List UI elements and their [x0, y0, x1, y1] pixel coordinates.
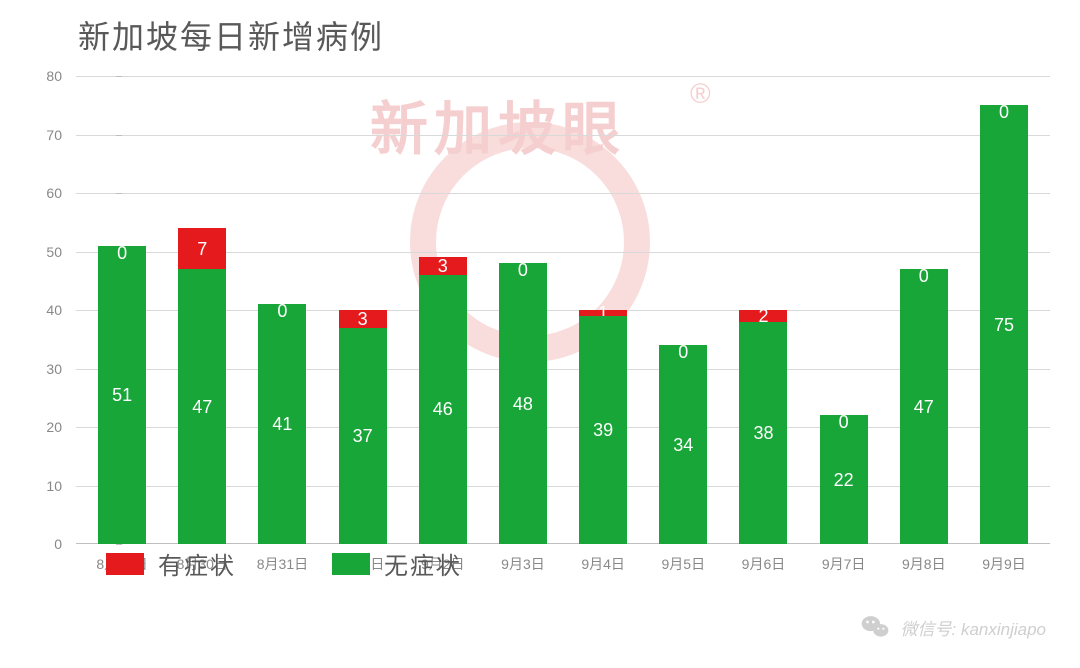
- bar-value-label: 47: [900, 398, 948, 416]
- y-tick-label: 0: [54, 536, 62, 552]
- y-tick-label: 70: [46, 127, 62, 143]
- stacked-bar: 0 41: [258, 304, 306, 544]
- bar-value-label: 41: [258, 415, 306, 433]
- bar-slot: 3 46: [403, 76, 483, 544]
- footer-credit: 微信号: kanxinjiapo: [860, 612, 1046, 642]
- bar-slot: 0 41: [242, 76, 322, 544]
- stacked-bar: 3 46: [419, 257, 467, 544]
- y-tick-label: 10: [46, 478, 62, 494]
- bar-slot: 2 38: [723, 76, 803, 544]
- bar-slot: 7 47: [162, 76, 242, 544]
- footer-id: kanxinjiapo: [961, 620, 1046, 639]
- bar-top-zero-label: 0: [98, 244, 146, 262]
- chart-title: 新加坡每日新增病例: [78, 12, 1050, 58]
- bar-value-label: 48: [499, 395, 547, 413]
- bar-segment-asymptomatic: 38: [739, 322, 787, 544]
- bar-value-label: 51: [98, 386, 146, 404]
- stacked-bar: 3 37: [339, 310, 387, 544]
- stacked-bar: 0 51: [98, 246, 146, 544]
- bar-segment-symptomatic: 3: [339, 310, 387, 328]
- bar-slot: 139: [563, 76, 643, 544]
- bar-value-label: 7: [178, 240, 226, 258]
- bar-slot: 0 51: [82, 76, 162, 544]
- bar-value-label: 39: [579, 421, 627, 439]
- legend-swatch: [106, 553, 144, 575]
- bar-slot: 0 34: [643, 76, 723, 544]
- bar-segment-asymptomatic: 39: [579, 316, 627, 544]
- stacked-bar: 7 47: [178, 228, 226, 544]
- bar-segment-asymptomatic: 0 34: [659, 345, 707, 544]
- bars-group: 0 51 7 47 0 41 3 37 3 46 0 48 139 0 34 2 38 0 22 0 47 0 75: [76, 76, 1050, 544]
- bar-segment-symptomatic: 3: [419, 257, 467, 275]
- bar-value-label: 37: [339, 427, 387, 445]
- bar-value-label: 47: [178, 398, 226, 416]
- bar-slot: 0 22: [804, 76, 884, 544]
- bar-value-label: 3: [339, 310, 387, 328]
- bar-segment-asymptomatic: 47: [178, 269, 226, 544]
- stacked-bar: 0 75: [980, 105, 1028, 544]
- bar-segment-asymptomatic: 0 75: [980, 105, 1028, 544]
- y-tick-label: 60: [46, 185, 62, 201]
- bar-top-zero-label: 0: [980, 103, 1028, 121]
- bar-segment-asymptomatic: 46: [419, 275, 467, 544]
- bar-segment-asymptomatic: 0 51: [98, 246, 146, 544]
- bar-slot: 0 47: [884, 76, 964, 544]
- bar-segment-asymptomatic: 0 22: [820, 415, 868, 544]
- bar-segment-asymptomatic: 37: [339, 328, 387, 544]
- bar-value-label: 34: [659, 436, 707, 454]
- plot-area: 01020304050607080 0517470413373460481390…: [30, 76, 1050, 544]
- stacked-bar: 0 34: [659, 345, 707, 544]
- y-tick-label: 50: [46, 244, 62, 260]
- bar-top-zero-label: 0: [499, 261, 547, 279]
- bar-top-zero-label: 0: [900, 267, 948, 285]
- chart-container: 新加坡每日新增病例 01020304050607080 051747041337…: [0, 0, 1080, 564]
- bar-value-label: 3: [419, 257, 467, 275]
- y-tick-label: 40: [46, 302, 62, 318]
- wechat-icon: [860, 612, 890, 642]
- stacked-bar: 0 22: [820, 415, 868, 544]
- bar-top-zero-label: 0: [659, 343, 707, 361]
- bar-top-zero-label: 0: [258, 302, 306, 320]
- stacked-bar: 139: [579, 310, 627, 544]
- bar-value-label: 22: [820, 471, 868, 489]
- legend-item: 有症状: [106, 546, 236, 581]
- bar-value-label: 46: [419, 400, 467, 418]
- bar-slot: 0 48: [483, 76, 563, 544]
- legend: 有症状 无症状: [106, 546, 1080, 581]
- bar-value-label: 75: [980, 316, 1028, 334]
- bar-top-zero-label: 0: [820, 413, 868, 431]
- bar-slot: 0 75: [964, 76, 1044, 544]
- stacked-bar: 0 48: [499, 263, 547, 544]
- legend-item: 无症状: [332, 546, 462, 581]
- legend-label: 有症状: [158, 546, 236, 581]
- legend-label: 无症状: [384, 546, 462, 581]
- stacked-bar: 2 38: [739, 310, 787, 544]
- stacked-bar: 0 47: [900, 269, 948, 544]
- bar-segment-asymptomatic: 0 47: [900, 269, 948, 544]
- bar-slot: 3 37: [323, 76, 403, 544]
- bar-value-label: 38: [739, 424, 787, 442]
- y-tick-label: 80: [46, 68, 62, 84]
- y-tick-label: 20: [46, 419, 62, 435]
- bar-segment-asymptomatic: 0 41: [258, 304, 306, 544]
- y-axis: 01020304050607080: [30, 76, 70, 544]
- y-tick-label: 30: [46, 361, 62, 377]
- footer-prefix: 微信号: kanxinjiapo: [900, 615, 1046, 640]
- bar-segment-asymptomatic: 0 48: [499, 263, 547, 544]
- bar-segment-symptomatic: 2: [739, 310, 787, 322]
- bar-segment-symptomatic: 7: [178, 228, 226, 269]
- legend-swatch: [332, 553, 370, 575]
